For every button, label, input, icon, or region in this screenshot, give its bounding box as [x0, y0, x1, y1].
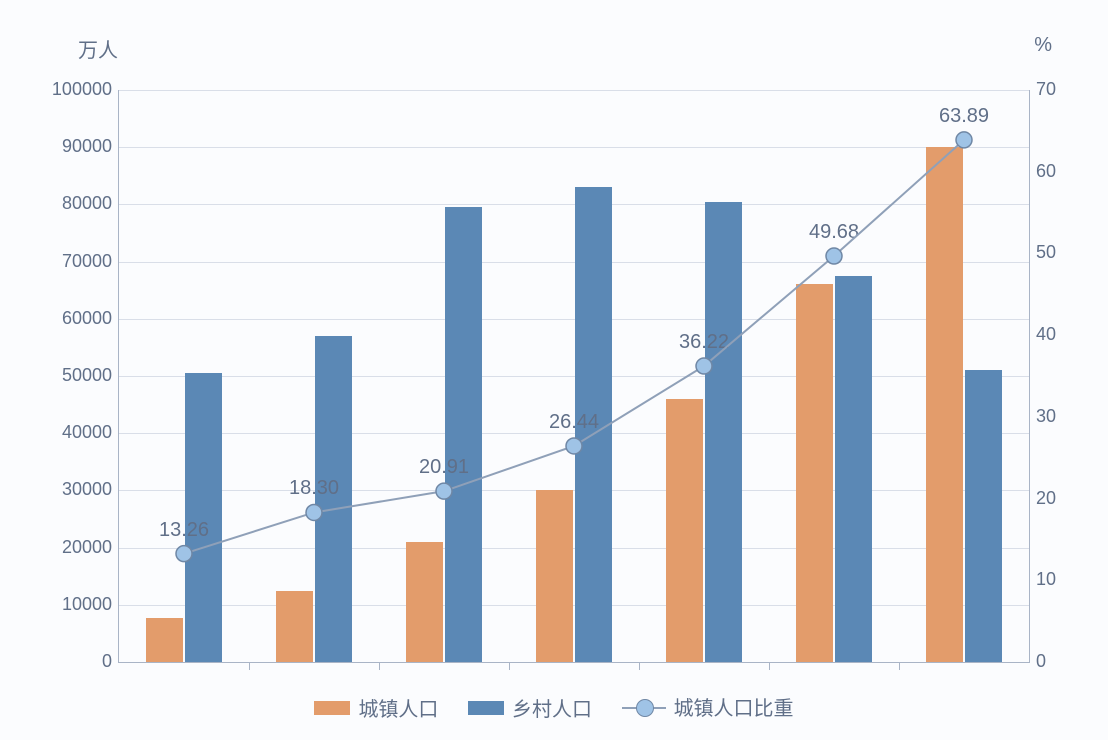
y2-tick-label: 50: [1036, 242, 1086, 263]
x-tick: [899, 662, 900, 670]
legend-label-urban: 城镇人口: [358, 693, 438, 722]
legend-swatch-urban: [314, 701, 350, 715]
x-tick: [249, 662, 250, 670]
y1-tick-label: 60000: [22, 308, 112, 329]
y1-tick-label: 100000: [22, 79, 112, 100]
y2-tick-label: 70: [1036, 79, 1086, 100]
pct-line: [119, 90, 1029, 662]
legend-item-urban: 城镇人口: [314, 693, 438, 722]
y1-axis-title: 万人: [78, 34, 118, 63]
y1-tick-label: 40000: [22, 422, 112, 443]
pct-marker: [436, 483, 452, 499]
x-tick: [639, 662, 640, 670]
y2-tick-label: 60: [1036, 161, 1086, 182]
y1-tick-label: 70000: [22, 251, 112, 272]
pct-marker: [956, 132, 972, 148]
y2-tick-label: 30: [1036, 406, 1086, 427]
pct-marker: [696, 358, 712, 374]
y1-tick-label: 80000: [22, 193, 112, 214]
pct-marker: [566, 438, 582, 454]
y2-tick-label: 0: [1036, 651, 1086, 672]
y1-tick-label: 30000: [22, 479, 112, 500]
legend-label-rural: 乡村人口: [512, 693, 592, 722]
y2-axis-title: %: [1034, 34, 1052, 57]
legend-item-rural: 乡村人口: [468, 693, 592, 722]
x-tick: [769, 662, 770, 670]
x-tick: [509, 662, 510, 670]
chart-legend: 城镇人口 乡村人口 城镇人口比重: [0, 692, 1108, 722]
legend-swatch-pct: [622, 699, 666, 715]
y1-tick-label: 10000: [22, 594, 112, 615]
y2-tick-label: 20: [1036, 488, 1086, 509]
y1-tick-label: 20000: [22, 537, 112, 558]
pct-marker: [826, 248, 842, 264]
y2-tick-label: 10: [1036, 569, 1086, 590]
legend-swatch-rural: [468, 701, 504, 715]
legend-label-pct: 城镇人口比重: [674, 692, 794, 721]
plot-area: 13.2618.3020.9126.4436.2249.6863.89: [118, 90, 1030, 663]
y1-tick-label: 50000: [22, 365, 112, 386]
legend-item-pct: 城镇人口比重: [622, 692, 794, 721]
y1-tick-label: 90000: [22, 136, 112, 157]
y1-tick-label: 0: [22, 651, 112, 672]
y2-tick-label: 40: [1036, 324, 1086, 345]
pct-marker: [176, 546, 192, 562]
population-chart: 万人 % 13.2618.3020.9126.4436.2249.6863.89…: [0, 0, 1108, 740]
pct-marker: [306, 504, 322, 520]
x-tick: [379, 662, 380, 670]
